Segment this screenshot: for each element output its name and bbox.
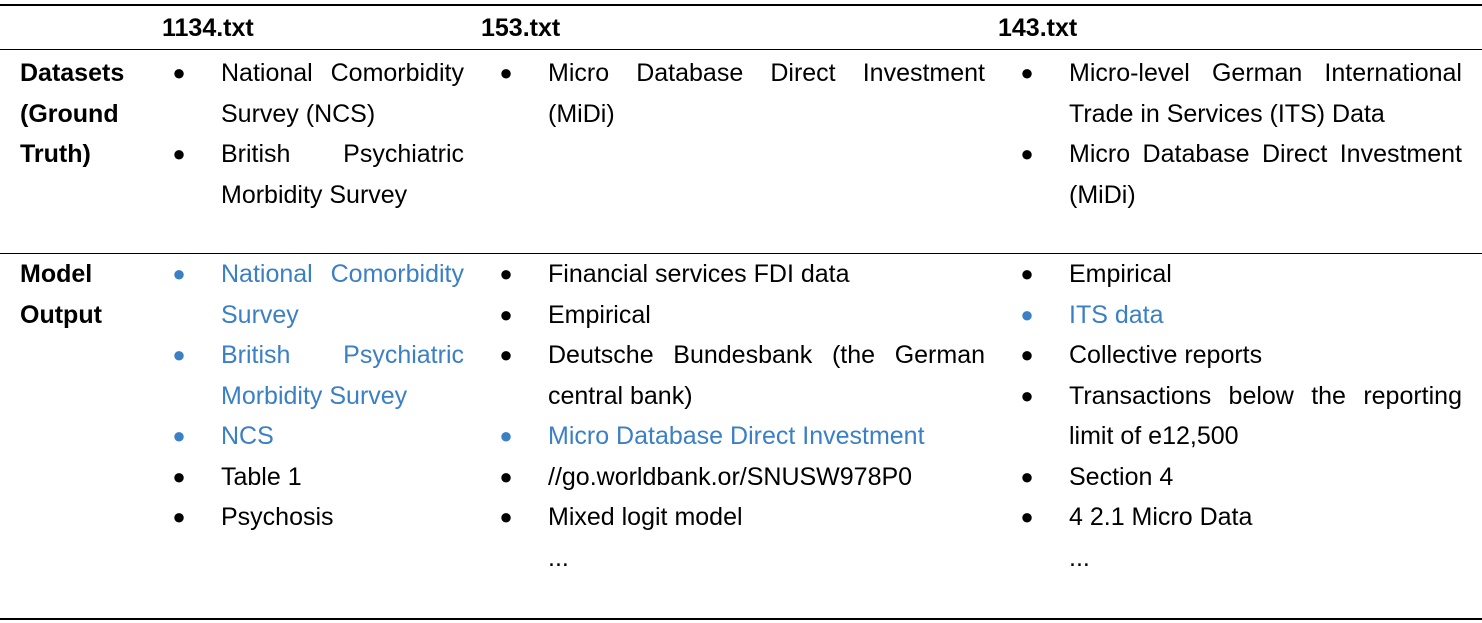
bullet-icon: ● <box>1020 463 1034 489</box>
list-item: ● //go.worldbank.or/SNUSW978P0 <box>499 457 985 498</box>
bullet-icon: ● <box>172 423 186 448</box>
list-item-text: //go.worldbank.or/SNUSW978P0 <box>548 462 913 491</box>
list-item-text: Section 4 <box>1069 462 1174 491</box>
bullet-icon: ● <box>1020 342 1034 367</box>
bullet-icon: ● <box>1020 504 1034 529</box>
row-label-model-output: Model Output <box>20 260 102 329</box>
list-item-text: British Psychiatric Morbidity Survey <box>221 341 464 410</box>
list-item-text: Micro Database Direct Investment <box>548 422 925 450</box>
bullet-icon: ● <box>172 463 186 489</box>
list-item-text: Psychosis <box>221 503 334 531</box>
model-output-143-cell: ● Empirical ● ITS data ● Collective reports ● T… <box>1020 254 1462 578</box>
list-item: ● Empirical <box>1020 254 1462 295</box>
list-item: ● Micro Database Direct Investment (MiDi) <box>499 53 985 134</box>
list-item: ● National Comorbidity Survey (NCS) <box>172 53 464 134</box>
table-bottom-rule <box>0 618 1482 620</box>
column-header-143: 143.txt <box>998 14 1078 42</box>
bullet-icon: ● <box>1020 261 1034 286</box>
list-item: ● NCS <box>172 416 464 457</box>
list-item: ● British Psychiatric Morbidity Survey <box>172 335 464 416</box>
bullet-icon: ● <box>1020 60 1034 85</box>
list-item: ● Collective reports <box>1020 335 1462 376</box>
bullet-icon: ● <box>499 423 513 448</box>
list-item: ● ITS data <box>1020 295 1462 336</box>
list-item-text: Empirical <box>548 300 651 329</box>
list-item: ● Psychosis <box>172 497 464 538</box>
list-item: ● Micro Database Direct Investment (MiDi) <box>1020 134 1462 215</box>
table-top-rule <box>0 4 1482 6</box>
list-item-text: Table 1 <box>221 462 302 491</box>
list-item: ● National Comorbidity Survey <box>172 254 464 335</box>
ground-truth-153-cell: ● Micro Database Direct Investment (MiDi) <box>499 53 985 134</box>
list-item-text: Micro-level German International Trade i… <box>1069 59 1462 128</box>
list-item: ● Table 1 <box>172 457 464 498</box>
list-item: ● Financial services FDI data <box>499 254 985 295</box>
bullet-icon: ● <box>499 504 513 529</box>
list-item-text: Transactions below the reporting limit o… <box>1069 381 1462 451</box>
list-item: ● Deutsche Bundesbank (the German central… <box>499 335 985 416</box>
bullet-icon: ● <box>172 504 186 529</box>
list-item-text: 4 2.1 Micro Data <box>1069 503 1253 531</box>
row-label-ground-truth: Datasets (Ground Truth) <box>20 59 125 168</box>
bullet-icon: ● <box>499 261 513 286</box>
bullet-icon: ● <box>499 463 513 489</box>
header-rule <box>0 49 1482 50</box>
list-item-text: Micro Database Direct Investment (MiDi) <box>548 59 985 128</box>
model-output-153-cell: ● Financial services FDI data ● Empirical ● D… <box>499 254 985 578</box>
model-output-1134-cell: ● National Comorbidity Survey ● British Psy… <box>172 254 464 538</box>
list-item-text: British Psychiatric Morbidity Survey <box>221 140 464 209</box>
list-item-text: National Comorbidity Survey <box>221 260 464 329</box>
list-item-text: Financial services FDI data <box>548 260 850 288</box>
bullet-icon: ● <box>172 342 186 367</box>
ellipsis-item: ... <box>548 543 569 572</box>
list-item-text: Deutsche Bundesbank (the German central … <box>548 341 985 410</box>
bullet-icon: ● <box>499 301 513 327</box>
bullet-icon: ● <box>172 60 186 85</box>
ground-truth-1134-cell: ● National Comorbidity Survey (NCS) ● Briti… <box>172 53 464 215</box>
list-item-text: NCS <box>221 422 274 450</box>
list-item-text: ITS data <box>1069 300 1164 329</box>
row-divider-rule <box>0 253 1482 254</box>
list-item: ● Transactions below the reporting limit … <box>1020 376 1462 457</box>
list-item: ● Micro-level German International Trade … <box>1020 53 1462 134</box>
list-item-text: Empirical <box>1069 260 1172 288</box>
list-item: ● British Psychiatric Morbidity Survey <box>172 134 464 215</box>
bullet-icon: ● <box>1020 301 1034 327</box>
bullet-icon: ● <box>172 141 186 166</box>
list-item-text: National Comorbidity Survey (NCS) <box>221 59 464 128</box>
list-item-text: Mixed logit model <box>548 503 743 531</box>
list-item: ● Empirical <box>499 295 985 336</box>
ground-truth-143-cell: ● Micro-level German International Trade … <box>1020 53 1462 215</box>
bullet-icon: ● <box>172 261 186 286</box>
list-item: ● 4 2.1 Micro Data <box>1020 497 1462 538</box>
column-header-1134: 1134.txt <box>162 14 254 42</box>
list-item-text: Collective reports <box>1069 341 1263 369</box>
list-item: ● Mixed logit model <box>499 497 985 538</box>
bullet-icon: ● <box>499 342 513 367</box>
list-item: ● Section 4 <box>1020 457 1462 498</box>
list-item: ● Micro Database Direct Investment <box>499 416 985 457</box>
bullet-icon: ● <box>1020 141 1034 166</box>
list-item-text: Micro Database Direct Investment (MiDi) <box>1069 140 1462 209</box>
ellipsis-item: ... <box>1069 543 1090 572</box>
bullet-icon: ● <box>499 60 513 85</box>
bullet-icon: ● <box>1020 382 1034 408</box>
column-header-153: 153.txt <box>481 14 561 42</box>
